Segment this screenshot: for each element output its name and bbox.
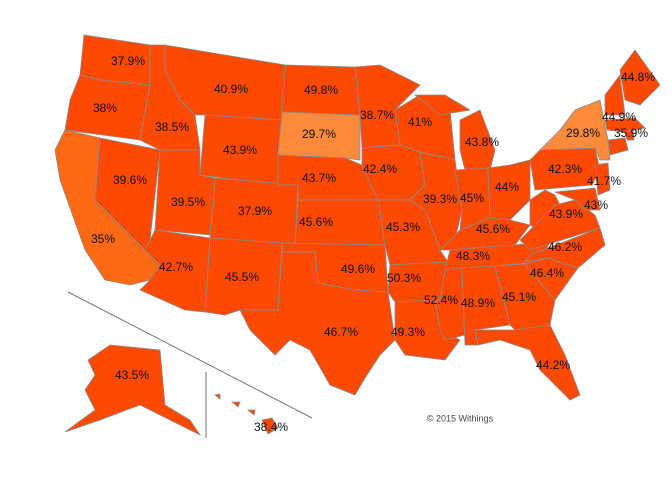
value-label: 39.6% — [113, 173, 147, 187]
value-label: 35% — [91, 232, 115, 246]
value-label: 44.8% — [621, 70, 655, 84]
value-label: 45.6% — [476, 222, 510, 236]
value-label: 40.9% — [214, 82, 248, 96]
value-label: 43.5% — [115, 368, 149, 382]
value-label: 29.8% — [566, 126, 600, 140]
value-label: 46.2% — [548, 240, 582, 254]
value-label: 46.7% — [324, 325, 358, 339]
value-label: 49.6% — [341, 262, 375, 276]
value-label: 37.9% — [238, 204, 272, 218]
value-label: 43.9% — [549, 207, 583, 221]
states — [54, 34, 661, 437]
value-label: 44.9% — [602, 110, 636, 124]
state — [434, 267, 466, 341]
value-label: 43.8% — [465, 135, 499, 149]
value-label: 41% — [408, 115, 432, 129]
state — [594, 162, 611, 196]
value-label: 44% — [495, 180, 519, 194]
value-label: 49.3% — [391, 325, 425, 339]
value-label: 50.3% — [387, 271, 421, 285]
value-label: 38.7% — [360, 108, 394, 122]
inset-divider — [67, 291, 313, 419]
value-label: 49.8% — [304, 83, 338, 97]
value-label: 48.9% — [461, 296, 495, 310]
value-label: 38.4% — [254, 420, 288, 434]
state — [619, 49, 661, 106]
labels: 37.9% 38% 35% 39.6% 38.5% 40.9% 43.9% 39.5% 37.9… — [91, 54, 655, 434]
state — [554, 187, 601, 211]
value-label: 45.1% — [502, 290, 536, 304]
state — [607, 137, 629, 156]
value-label: 46.4% — [530, 266, 564, 280]
state — [214, 393, 279, 435]
value-label: 42.7% — [159, 260, 193, 274]
value-label: 38.5% — [155, 120, 189, 134]
state — [519, 199, 601, 251]
value-label: 48.3% — [456, 249, 490, 263]
value-label: 45% — [460, 191, 484, 205]
value-label: 42.3% — [548, 162, 582, 176]
value-label: 39.3% — [423, 192, 457, 206]
credit: © 2015 Withings — [427, 413, 494, 423]
state — [239, 251, 396, 396]
value-label: 38% — [93, 101, 117, 115]
value-label: 45.5% — [225, 270, 259, 284]
value-label: 45.3% — [386, 220, 420, 234]
value-label: 43.7% — [302, 171, 336, 185]
state — [277, 111, 361, 161]
value-label: 43% — [584, 198, 608, 212]
value-label: 44.2% — [536, 358, 570, 372]
value-label: 29.7% — [302, 127, 336, 141]
value-label: 41.7% — [587, 174, 621, 188]
state — [604, 73, 626, 116]
state — [64, 344, 202, 437]
state — [474, 324, 581, 401]
value-label: 39.5% — [171, 195, 205, 209]
state — [604, 117, 646, 133]
value-label: 43.9% — [223, 143, 257, 157]
value-label: 35.9% — [614, 126, 648, 140]
value-label: 37.9% — [111, 54, 145, 68]
value-label: 52.4% — [424, 293, 458, 307]
value-label: 42.4% — [363, 162, 397, 176]
value-label: 45.6% — [299, 215, 333, 229]
